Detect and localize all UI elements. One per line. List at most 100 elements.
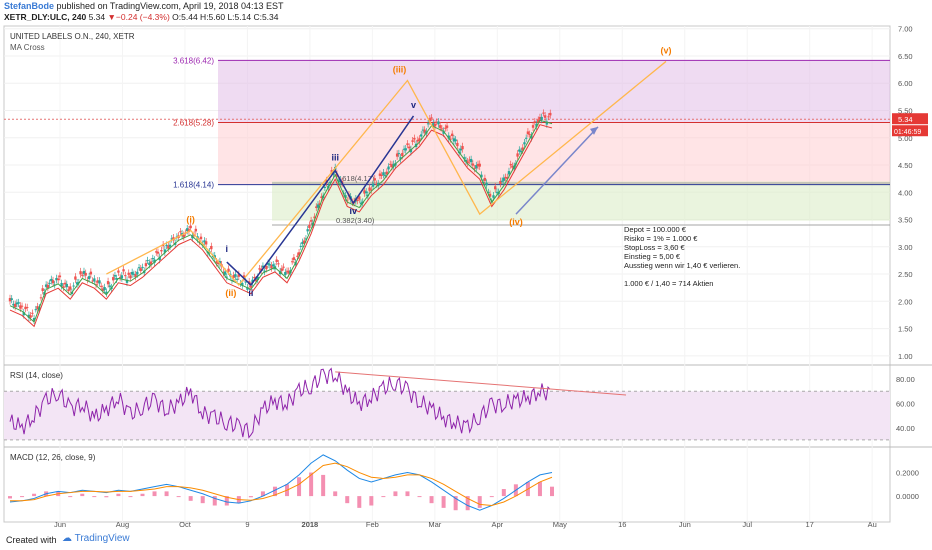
macd-histogram-bar <box>140 493 145 497</box>
candle-body <box>158 256 161 261</box>
signal-line <box>10 462 553 507</box>
candle-body <box>17 302 20 304</box>
candle-body <box>500 180 504 182</box>
candle-body <box>504 176 507 179</box>
candle-body <box>125 279 129 283</box>
candle-body <box>469 158 473 163</box>
candle-body <box>275 259 278 263</box>
candle-body <box>63 282 67 285</box>
candle-body <box>290 261 294 263</box>
candle-body <box>204 241 208 245</box>
projection-arrow <box>515 126 599 215</box>
candle-body <box>265 265 268 270</box>
candle-body <box>72 285 75 287</box>
macd-histogram-bar <box>188 496 193 501</box>
candle-body <box>485 182 488 186</box>
candle-body <box>540 116 543 120</box>
candle-body <box>492 195 495 198</box>
candle-body <box>186 228 189 232</box>
x-tick-label: Jul <box>742 520 752 529</box>
last-price: 5.34 <box>88 12 106 22</box>
x-tick-label: May <box>553 520 567 529</box>
candle-body <box>390 164 394 168</box>
y-tick-label: 1.00 <box>898 352 913 361</box>
candle-body <box>299 245 302 247</box>
x-tick-label: 16 <box>618 520 626 529</box>
candle-body <box>407 146 411 149</box>
macd-histogram-bar <box>357 496 362 508</box>
candle-body <box>253 277 256 279</box>
symbol-label: XETR_DLY:ULC, 240 <box>4 12 87 22</box>
wave-label: (iv) <box>509 217 523 227</box>
candle-body <box>112 277 115 281</box>
candle-body <box>499 180 502 185</box>
candle-body <box>124 275 127 277</box>
candle-body <box>227 268 230 272</box>
candle-body <box>507 171 511 175</box>
candle-body <box>53 284 56 286</box>
author-name[interactable]: StefanBode <box>4 1 55 11</box>
candle-body <box>389 163 392 165</box>
candle-body <box>547 116 550 118</box>
footer: Created with ☁ TradingView <box>0 530 932 550</box>
candle-body <box>41 288 44 292</box>
chart-header: StefanBode published on TradingView.com,… <box>0 0 932 24</box>
candle-body <box>433 123 437 127</box>
candle-body <box>58 275 62 278</box>
macd-histogram-bar <box>405 491 410 497</box>
macd-histogram-bar <box>550 486 554 497</box>
candle-body <box>280 268 284 271</box>
candle-body <box>344 195 347 198</box>
candle-body <box>315 206 318 208</box>
candle-body <box>256 276 259 281</box>
candle-body <box>416 139 419 142</box>
candle-body <box>318 203 321 206</box>
macd-histogram-bar <box>68 496 73 498</box>
candle-body <box>222 271 225 274</box>
candle-body <box>34 309 38 311</box>
candle-body <box>471 163 475 166</box>
candle-body <box>148 262 151 266</box>
candle-body <box>452 138 456 142</box>
wave-label: (iii) <box>393 64 407 74</box>
candle-body <box>447 135 450 139</box>
candle-body <box>13 303 17 308</box>
y-tick-label: 1.50 <box>898 325 913 334</box>
macd-histogram-bar <box>333 491 338 497</box>
candle-body <box>79 271 82 275</box>
candle-body <box>506 177 509 179</box>
x-tick-label: 17 <box>806 520 814 529</box>
candle-body <box>495 191 499 193</box>
candle-body <box>373 178 376 181</box>
candle-body <box>454 139 457 142</box>
candle-body <box>94 284 98 286</box>
candle-body <box>20 305 24 307</box>
x-tick-label: 9 <box>245 520 249 529</box>
candle-body <box>15 302 19 305</box>
candle-body <box>39 297 43 299</box>
chart-canvas[interactable]: 1.00 1.50 2.00 2.50 3.00 3.50 4.00 4.50 5.00 5.50… <box>0 24 932 530</box>
macd-histogram-bar <box>32 493 37 497</box>
candle-body <box>399 157 402 160</box>
candle-body <box>364 191 368 194</box>
macd-histogram-bar <box>381 496 386 498</box>
candle-body <box>103 287 106 291</box>
tradingview-logo-icon[interactable]: ☁ TradingView <box>62 533 130 544</box>
y-tick-label: 2.00 <box>898 297 913 306</box>
x-tick-label: Feb <box>366 520 379 529</box>
candle-body <box>81 274 84 276</box>
note-line: Depot = 100.000 € <box>624 225 687 234</box>
created-with-text: Created with <box>6 535 57 545</box>
candle-body <box>120 275 124 279</box>
candle-body <box>308 224 311 229</box>
candle-body <box>82 271 86 274</box>
candle-body <box>74 276 77 280</box>
candle-body <box>69 286 72 290</box>
x-tick-label: Jun <box>679 520 691 529</box>
candle-body <box>182 234 185 238</box>
candle-body <box>385 171 389 175</box>
candle-body <box>438 125 442 128</box>
countdown-tag-label: 01:46:59 <box>894 129 921 136</box>
candle-body <box>151 258 155 260</box>
candle-body <box>297 252 301 256</box>
